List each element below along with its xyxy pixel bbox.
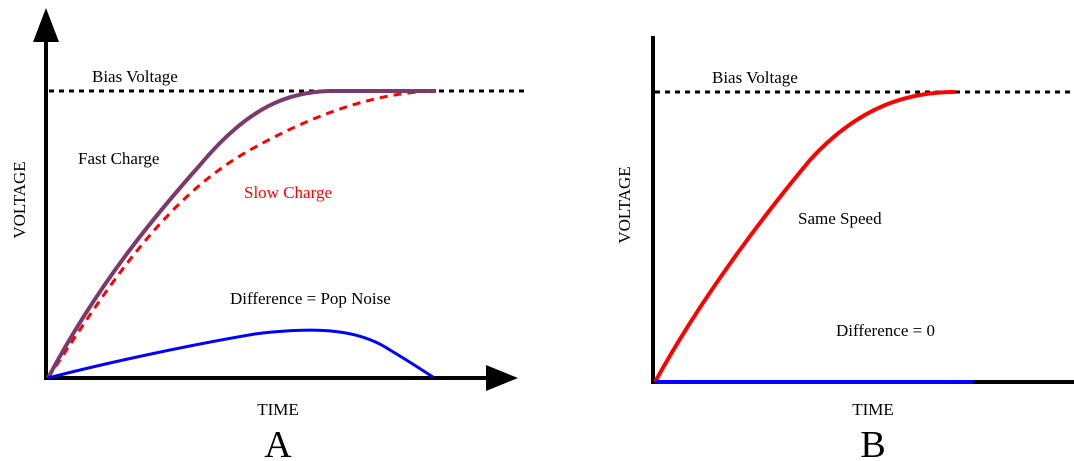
- panel-a-letter: A: [264, 424, 292, 461]
- panel-a-bias-label: Bias Voltage: [92, 67, 178, 86]
- panel-b-same-speed-label: Same Speed: [798, 209, 882, 228]
- panel-b-difference-label: Difference = 0: [836, 321, 935, 340]
- panel-b-y-axis-label: VOLTAGE: [615, 166, 634, 243]
- panel-a-slow-charge-curve: [46, 89, 437, 379]
- panel-a-difference-label: Difference = Pop Noise: [230, 289, 391, 308]
- panel-b-letter: B: [860, 424, 885, 461]
- panel-a-y-axis-label: VOLTAGE: [10, 161, 29, 238]
- panel-a-x-axis-label: TIME: [257, 400, 299, 419]
- panel-b-same-speed-curve: [653, 90, 956, 383]
- panel-a: Bias Voltage Fast Charge Slow Charge Dif…: [10, 8, 528, 461]
- panel-a-x-axis-arrow-icon: [486, 365, 518, 391]
- panel-a-fast-charge-label: Fast Charge: [78, 149, 159, 168]
- panel-a-fast-charge-curve: [46, 89, 436, 379]
- panel-a-y-axis-arrow-icon: [33, 8, 59, 42]
- panel-b-bias-label: Bias Voltage: [712, 68, 798, 87]
- panel-a-slow-charge-label: Slow Charge: [244, 183, 332, 202]
- panel-b-x-axis-label: TIME: [852, 400, 894, 419]
- panel-a-difference-curve: [47, 328, 434, 380]
- panel-b: Bias Voltage Same Speed Difference = 0 T…: [615, 36, 1074, 461]
